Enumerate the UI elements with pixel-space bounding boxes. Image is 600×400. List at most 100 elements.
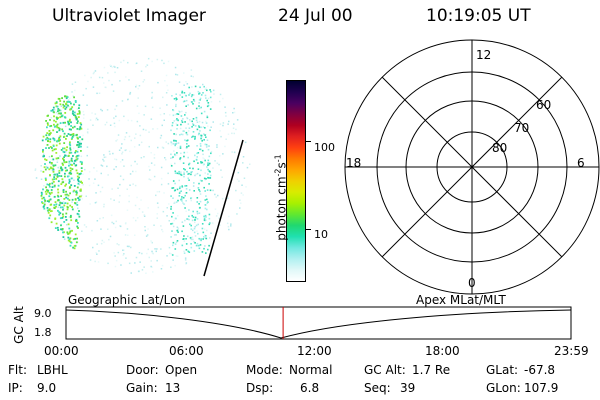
- uv-pixel: [208, 155, 211, 158]
- uv-pixel: [212, 89, 215, 92]
- lat-label-60: 60: [536, 98, 552, 112]
- timeline-xtick-0600: 06:00: [169, 344, 204, 358]
- uv-pixel: [68, 162, 70, 165]
- uv-pixel: [214, 160, 216, 162]
- uv-pixel: [75, 191, 77, 193]
- uv-pixel: [64, 184, 67, 187]
- uv-pixel: [181, 244, 184, 247]
- uv-pixel: [167, 172, 169, 175]
- timeline-right-title: Apex MLat/MLT: [416, 293, 506, 307]
- uv-pixel: [42, 206, 45, 208]
- uv-pixel: [95, 119, 97, 121]
- uv-pixel: [203, 217, 206, 220]
- uv-pixel: [185, 210, 187, 212]
- uv-pixel: [69, 237, 72, 240]
- uv-pixel: [64, 193, 67, 196]
- uv-pixel: [53, 207, 56, 209]
- uv-pixel: [128, 135, 131, 138]
- uv-pixel: [68, 216, 71, 218]
- uv-pixel: [187, 130, 190, 132]
- uv-pixel: [205, 235, 207, 237]
- uv-pixel: [68, 232, 71, 235]
- uv-pixel: [190, 75, 193, 77]
- uv-pixel: [94, 260, 96, 263]
- uv-pixel: [163, 113, 165, 115]
- uv-pixel: [203, 247, 205, 250]
- uv-pixel: [160, 268, 163, 270]
- uv-pixel: [199, 200, 202, 203]
- uv-pixel: [74, 237, 77, 240]
- uv-pixel: [75, 193, 78, 196]
- uv-pixel: [170, 266, 172, 268]
- uv-pixel: [198, 203, 200, 205]
- uv-pixel: [82, 117, 85, 119]
- uv-pixel: [85, 195, 87, 197]
- uv-pixel: [66, 224, 68, 226]
- uv-pixel: [86, 131, 89, 133]
- uv-pixel: [70, 229, 72, 232]
- uv-pixel: [136, 196, 138, 199]
- uv-pixel: [148, 256, 150, 259]
- uv-pixel: [151, 97, 153, 99]
- uv-pixel: [207, 159, 210, 162]
- uv-pixel: [80, 145, 82, 148]
- polar-diagonal-2: [381, 76, 563, 258]
- uv-pixel: [115, 115, 117, 118]
- uv-pixel: [42, 196, 45, 199]
- glat-label: GLat:: [486, 363, 519, 377]
- uv-pixel: [55, 205, 57, 208]
- uv-pixel: [64, 108, 67, 110]
- uv-pixel: [184, 259, 187, 261]
- uv-pixel: [71, 198, 74, 201]
- uv-pixel: [181, 200, 183, 202]
- uv-pixel: [61, 202, 64, 205]
- uv-pixel: [242, 162, 244, 164]
- uv-pixel: [80, 188, 82, 191]
- uv-pixel: [151, 106, 154, 109]
- uv-pixel: [176, 188, 179, 191]
- uv-pixel: [46, 122, 49, 125]
- uv-pixel: [208, 223, 211, 226]
- uv-pixel: [228, 228, 230, 231]
- uv-pixel: [173, 150, 175, 152]
- uv-pixel: [123, 115, 125, 118]
- uv-pixel: [174, 144, 176, 147]
- uv-pixel: [187, 177, 190, 180]
- uv-pixel: [192, 135, 194, 138]
- uv-pixel: [233, 107, 235, 110]
- uv-pixel: [145, 65, 147, 68]
- uv-pixel: [47, 140, 49, 142]
- uv-pixel: [42, 155, 45, 158]
- uv-pixel: [55, 222, 58, 225]
- uv-pixel: [104, 156, 107, 158]
- uv-pixel: [242, 156, 245, 158]
- uv-pixel: [72, 246, 74, 249]
- uv-pixel: [196, 121, 199, 123]
- uv-pixel: [57, 157, 60, 159]
- uv-pixel: [113, 168, 115, 171]
- uv-pixel: [175, 255, 178, 257]
- uv-pixel: [41, 193, 43, 195]
- uv-pixel: [190, 171, 192, 174]
- uv-pixel: [175, 241, 178, 243]
- uv-pixel: [194, 235, 197, 237]
- uv-pixel: [46, 200, 49, 202]
- uv-pixel: [146, 252, 148, 255]
- uv-pixel: [176, 74, 179, 76]
- uv-pixel: [209, 177, 211, 179]
- uv-pixel: [236, 213, 238, 215]
- uv-pixel: [154, 248, 156, 250]
- uv-pixel: [62, 215, 65, 218]
- uv-pixel: [123, 253, 125, 255]
- uv-pixel: [115, 220, 117, 223]
- uv-pixel: [69, 141, 71, 144]
- uv-pixel: [188, 127, 191, 129]
- uv-pixel: [193, 231, 196, 234]
- uv-pixel: [156, 217, 158, 219]
- uv-pixel: [64, 154, 66, 157]
- uv-pixel: [73, 162, 75, 165]
- uv-pixel: [168, 220, 170, 222]
- uv-pixel: [75, 134, 78, 137]
- uv-pixel: [60, 224, 62, 227]
- uv-pixel: [192, 94, 195, 96]
